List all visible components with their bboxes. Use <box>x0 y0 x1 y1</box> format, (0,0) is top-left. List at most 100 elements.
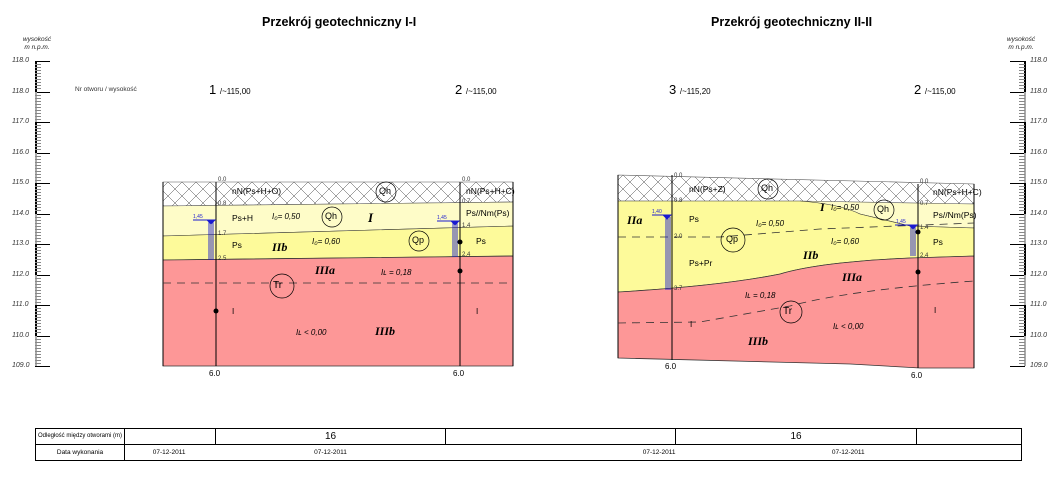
major-tick <box>1010 213 1025 215</box>
minor-tick <box>35 338 41 340</box>
minor-tick <box>35 298 41 300</box>
elevation-tick-label: 113.0 <box>12 240 29 247</box>
minor-tick <box>35 277 41 279</box>
minor-tick <box>35 280 41 282</box>
minor-tick <box>35 201 41 203</box>
minor-tick <box>35 79 41 81</box>
minor-tick <box>1019 195 1025 197</box>
minor-tick <box>35 341 41 343</box>
minor-tick <box>35 82 41 84</box>
major-tick <box>1010 152 1025 154</box>
minor-tick <box>35 292 41 294</box>
major-tick <box>1010 274 1025 276</box>
minor-tick <box>1019 359 1025 361</box>
minor-tick <box>35 350 41 352</box>
minor-tick <box>1019 131 1025 133</box>
minor-tick <box>1019 189 1025 191</box>
scale-segment <box>1024 213 1026 244</box>
minor-tick <box>1019 338 1025 340</box>
minor-tick <box>35 103 41 105</box>
minor-tick <box>1019 64 1025 66</box>
minor-tick <box>35 170 41 172</box>
minor-tick <box>1019 118 1025 120</box>
minor-tick <box>35 198 41 200</box>
minor-tick <box>1019 320 1025 322</box>
major-tick <box>35 213 50 215</box>
minor-tick <box>1019 362 1025 364</box>
minor-tick <box>1019 67 1025 69</box>
major-tick <box>1010 183 1025 184</box>
water-level-1 <box>193 219 217 260</box>
scale-segment <box>1024 274 1026 305</box>
minor-tick <box>35 164 41 166</box>
borehole-elevation: /~115,00 <box>219 87 251 96</box>
elevation-tick-label: 114.0 <box>1030 209 1047 217</box>
elevation-tick-label: 111.0 <box>12 301 29 308</box>
minor-tick <box>1019 295 1025 297</box>
date-row-label: Data wykonania <box>35 444 125 461</box>
minor-tick <box>1019 192 1025 194</box>
minor-tick <box>1019 356 1025 358</box>
minor-tick <box>35 240 41 242</box>
axis-title-left: wysokość m n.p.m. <box>22 36 52 52</box>
minor-tick <box>1019 314 1025 316</box>
minor-tick <box>1019 88 1025 90</box>
minor-tick <box>35 262 41 264</box>
minor-tick <box>35 253 41 255</box>
scale-segment <box>1024 122 1026 153</box>
elevation-tick-label: 118.0 <box>1030 87 1047 95</box>
major-tick <box>35 61 50 62</box>
minor-tick <box>1019 253 1025 255</box>
minor-tick <box>35 320 41 322</box>
minor-tick <box>35 161 41 163</box>
minor-tick <box>35 323 41 325</box>
minor-tick <box>35 67 41 69</box>
minor-tick <box>35 234 41 236</box>
minor-tick <box>35 344 41 346</box>
minor-tick <box>35 94 41 96</box>
minor-tick <box>1019 186 1025 188</box>
minor-tick <box>1019 250 1025 252</box>
minor-tick <box>35 76 41 78</box>
minor-tick <box>35 301 41 303</box>
minor-tick <box>1019 292 1025 294</box>
major-tick <box>1010 335 1025 337</box>
minor-tick <box>1019 134 1025 136</box>
major-tick <box>35 183 50 184</box>
minor-tick <box>35 222 41 224</box>
minor-tick <box>35 362 41 364</box>
minor-tick <box>1019 198 1025 200</box>
minor-tick <box>35 237 41 239</box>
minor-tick <box>1019 256 1025 258</box>
minor-tick <box>35 353 41 355</box>
major-tick <box>1010 366 1025 367</box>
minor-tick <box>35 186 41 188</box>
major-tick <box>1010 244 1025 245</box>
minor-tick <box>1019 73 1025 75</box>
major-tick <box>35 366 50 367</box>
borehole-header-label: Nr otworu / wysokość <box>75 86 137 93</box>
minor-tick <box>35 64 41 66</box>
borehole-2-header: 2 /~115,00 <box>455 82 497 97</box>
minor-tick <box>35 149 41 151</box>
minor-tick <box>35 250 41 252</box>
minor-tick <box>1019 70 1025 72</box>
minor-tick <box>1019 347 1025 349</box>
minor-tick <box>35 289 41 291</box>
borehole-1-header: 1 /~115,00 <box>209 82 251 97</box>
minor-tick <box>1019 353 1025 355</box>
fill-layer <box>617 174 975 205</box>
minor-tick <box>35 283 41 285</box>
scale-segment <box>1024 91 1026 122</box>
minor-tick <box>1019 164 1025 166</box>
minor-tick <box>1019 329 1025 331</box>
minor-tick <box>35 271 41 273</box>
distance-row-label: Odległość między otworami (m) <box>35 428 125 445</box>
borehole-elevation: /~115,20 <box>679 87 711 96</box>
minor-tick <box>35 189 41 191</box>
axis-title-line1: wysokość <box>1006 36 1036 43</box>
major-tick <box>1010 122 1025 123</box>
geotechnical-cross-sections <box>162 174 975 369</box>
minor-tick <box>35 155 41 157</box>
minor-tick <box>35 131 41 133</box>
